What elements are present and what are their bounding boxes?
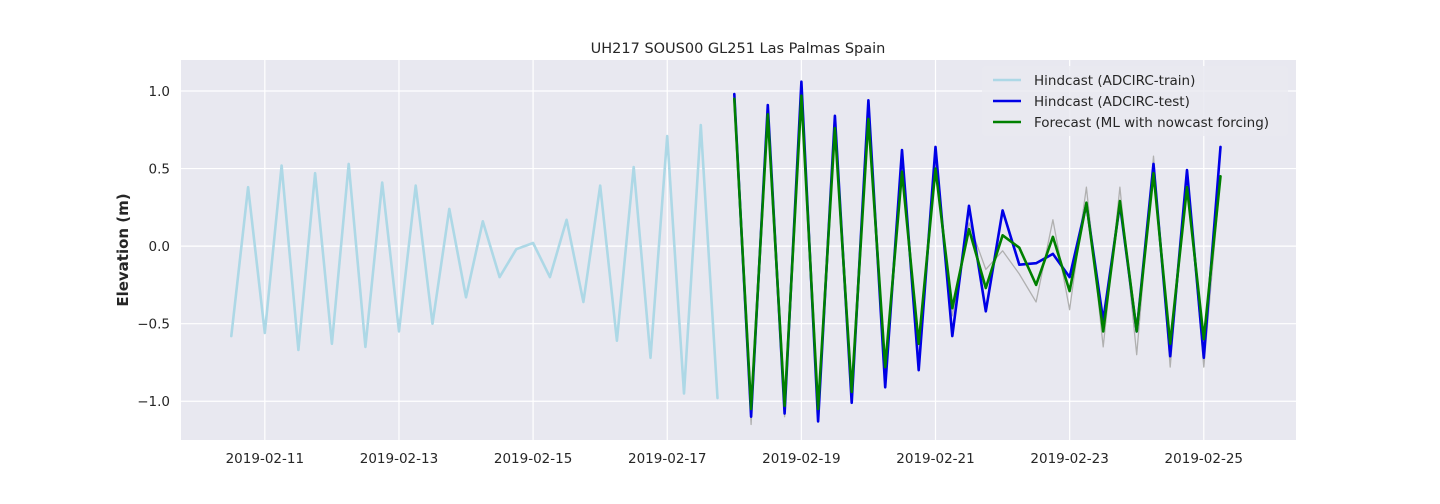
x-tick-label: 2019-02-19 [762, 451, 840, 467]
x-tick-label: 2019-02-11 [226, 451, 304, 467]
x-tick-label: 2019-02-15 [494, 451, 572, 467]
y-tick-label: 0.0 [149, 239, 170, 255]
x-tick-label: 2019-02-17 [628, 451, 706, 467]
x-tick-label: 2019-02-25 [1165, 451, 1243, 467]
axis-ticks: 2019-02-11 2019-02-13 2019-02-15 2019-02-17… [137, 84, 1243, 467]
chart-title: UH217 SOUS00 GL251 Las Palmas Spain [591, 41, 886, 57]
series-lines [230, 80, 1222, 426]
legend: Hindcast (ADCIRC-train) Hindcast (ADCIRC… [982, 66, 1288, 136]
x-tick-label: 2019-02-13 [360, 451, 438, 467]
y-tick-label: 0.5 [149, 162, 170, 178]
legend-label-forecast: Forecast (ML with nowcast forcing) [1034, 115, 1269, 131]
forecast-series-line [732, 94, 1222, 411]
y-tick-label: 1.0 [149, 84, 170, 100]
x-tick-label: 2019-02-23 [1030, 451, 1108, 467]
y-tick-label: −1.0 [137, 394, 170, 410]
legend-label-train: Hindcast (ADCIRC-train) [1034, 73, 1195, 89]
y-axis-label: Elevation (m) [114, 193, 132, 306]
train-series-line [230, 123, 719, 400]
legend-label-test: Hindcast (ADCIRC-test) [1034, 94, 1190, 110]
y-tick-label: −0.5 [137, 317, 170, 333]
x-tick-label: 2019-02-21 [896, 451, 974, 467]
legend-box [982, 66, 1288, 136]
